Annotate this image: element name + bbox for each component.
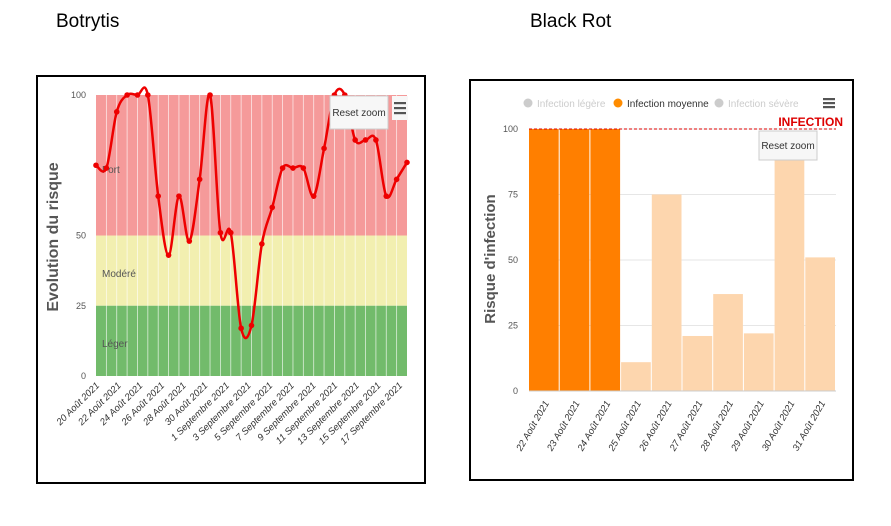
y-tick-label: 100 — [71, 90, 86, 100]
zone-label-leger: Léger — [102, 339, 128, 350]
data-point — [393, 176, 400, 183]
bar[interactable] — [529, 129, 559, 391]
data-point — [373, 137, 379, 143]
data-point — [155, 193, 161, 199]
y-tick-label: 50 — [76, 231, 86, 241]
reset-zoom-button[interactable]: Reset zoom — [758, 130, 818, 161]
legend-label-moyenne: Infection moyenne — [627, 99, 709, 110]
bar[interactable] — [713, 294, 743, 391]
legend-item-severe[interactable]: Infection sévère — [714, 98, 800, 111]
data-point — [383, 193, 390, 199]
botrytis-chart-frame: Fort Modéré Léger 0 25 50 100 Evolution du … — [36, 75, 426, 484]
data-point — [279, 165, 286, 171]
data-point — [259, 241, 265, 247]
reset-zoom-label: Reset zoom — [332, 108, 385, 119]
y-tick-label: 0 — [513, 386, 518, 396]
data-point — [238, 325, 244, 332]
bar[interactable] — [743, 333, 774, 391]
y-tick-label: 50 — [508, 255, 518, 265]
botrytis-heading: Botrytis — [56, 11, 120, 32]
legend-item-legere[interactable]: Infection légère — [523, 98, 606, 111]
data-point — [352, 137, 358, 143]
y-tick-label: 100 — [503, 124, 518, 134]
black-rot-chart-frame: Infection légère Infection moyenne Infec… — [469, 79, 854, 481]
data-point — [362, 137, 369, 143]
data-point — [165, 252, 172, 258]
y-axis-title: Evolution du risque — [45, 162, 62, 311]
data-point — [93, 162, 99, 169]
bar[interactable] — [682, 335, 713, 391]
data-point — [186, 238, 193, 244]
y-tick-label: 0 — [81, 371, 86, 381]
bar[interactable] — [590, 129, 621, 391]
risk-series-points — [93, 92, 410, 332]
legend-label-severe: Infection sévère — [728, 99, 799, 110]
bar[interactable] — [651, 194, 682, 392]
data-point — [300, 165, 307, 171]
x-tick-label: 31 Août 2021 — [791, 399, 829, 453]
data-point — [404, 159, 410, 166]
data-point — [269, 204, 276, 211]
bar[interactable] — [559, 129, 590, 391]
reset-zoom-label: Reset zoom — [761, 141, 814, 152]
botrytis-chart: Fort Modéré Léger 0 25 50 100 Evolution du … — [45, 86, 410, 447]
data-point — [124, 92, 130, 98]
black-rot-heading: Black Rot — [530, 11, 612, 32]
y-axis-ticks: 0 25 50 75 100 — [503, 124, 518, 396]
data-point — [227, 229, 234, 236]
y-tick-label: 25 — [508, 321, 518, 331]
infection-threshold-label: INFECTION — [778, 115, 843, 129]
zone-label-fort: Fort — [102, 165, 120, 176]
y-tick-label: 75 — [508, 190, 518, 200]
bar[interactable] — [621, 362, 651, 391]
data-point — [196, 176, 203, 183]
legend: Infection légère Infection moyenne Infec… — [523, 98, 800, 111]
bar[interactable] — [805, 257, 835, 391]
data-point — [248, 322, 255, 329]
data-point — [310, 193, 317, 199]
legend-item-moyenne[interactable]: Infection moyenne — [613, 98, 710, 111]
hamburger-menu-icon[interactable] — [823, 98, 835, 109]
data-point — [113, 109, 120, 115]
risk-series-line — [95, 86, 409, 340]
data-point — [217, 229, 224, 236]
y-axis-ticks: 0 25 50 100 — [71, 90, 86, 381]
data-point — [207, 92, 213, 98]
y-tick-label: 25 — [76, 301, 86, 311]
data-point — [321, 145, 327, 152]
zone-label-modere: Modéré — [102, 269, 136, 280]
data-point — [134, 92, 141, 98]
data-point — [176, 193, 182, 199]
hamburger-menu-icon[interactable] — [392, 96, 408, 120]
data-point — [103, 165, 110, 171]
data-point — [290, 165, 296, 171]
data-point — [145, 92, 151, 98]
legend-label-legere: Infection légère — [537, 99, 606, 110]
reset-zoom-button[interactable]: Reset zoom — [329, 95, 389, 130]
bars — [529, 129, 835, 391]
y-axis-title: Risque d'infection — [482, 194, 499, 323]
bar[interactable] — [774, 155, 805, 391]
black-rot-chart: Infection légère Infection moyenne Infec… — [482, 98, 843, 454]
